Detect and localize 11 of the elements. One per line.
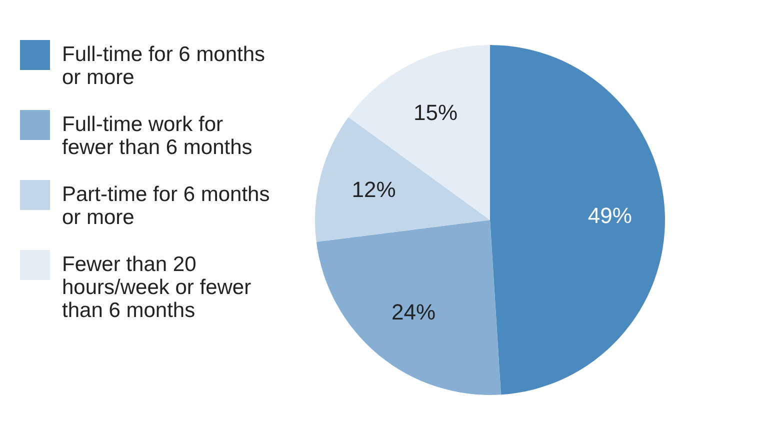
pie-slice	[348, 45, 490, 220]
legend-label: Part-time for 6 months or more	[62, 183, 270, 229]
data-label: 15%	[414, 100, 458, 126]
data-label: 12%	[352, 177, 396, 202]
legend-label: Full-time work for fewer than 6 months	[62, 113, 252, 159]
pie-slice	[490, 45, 665, 395]
pie-slice	[316, 220, 501, 395]
data-label: 24%	[391, 299, 436, 324]
legend-label: Fewer than 20 hours/week or fewer than 6 months	[62, 253, 252, 322]
data-label: 49%	[588, 203, 632, 228]
legend-label: Full-time for 6 months or more	[62, 43, 266, 89]
